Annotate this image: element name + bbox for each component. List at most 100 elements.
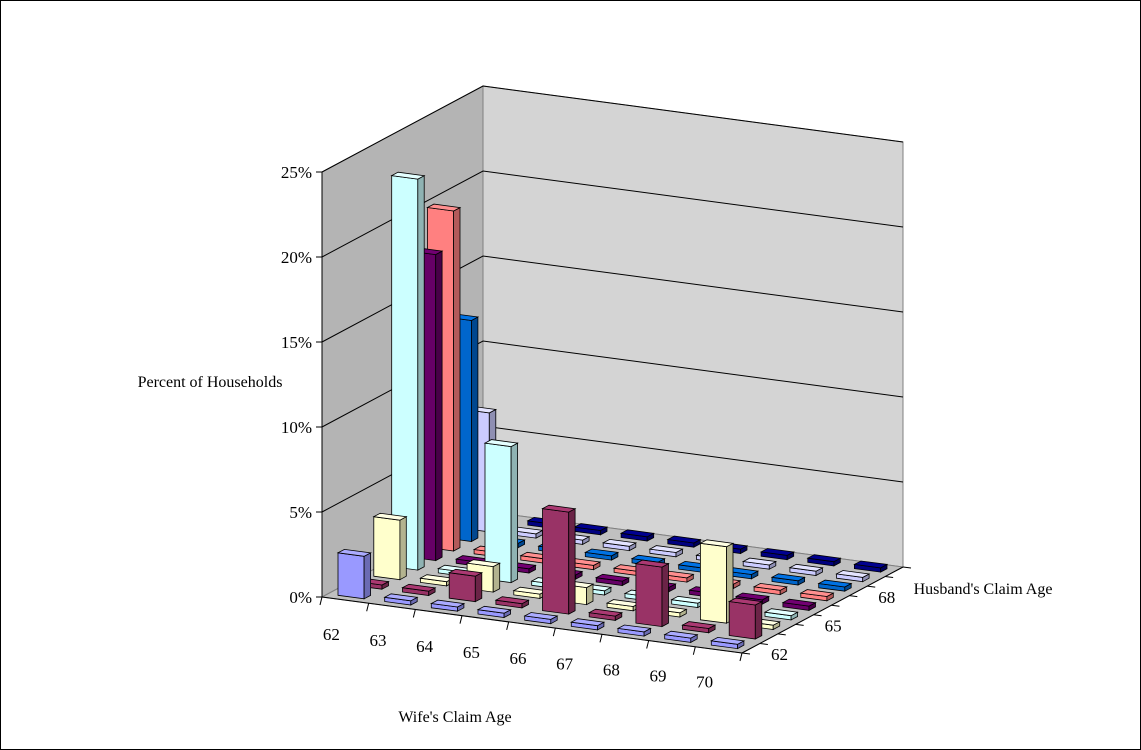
bar bbox=[681, 621, 717, 634]
bar bbox=[709, 636, 746, 650]
z-tick bbox=[902, 566, 912, 569]
bar-top bbox=[681, 621, 717, 629]
bar-top bbox=[426, 203, 462, 212]
bar bbox=[336, 548, 372, 600]
x-tick bbox=[366, 603, 370, 612]
x-tick bbox=[319, 596, 323, 606]
bars bbox=[336, 171, 889, 650]
bar-front bbox=[373, 516, 401, 581]
x-tick bbox=[459, 615, 463, 624]
bar-side bbox=[399, 516, 407, 581]
x-axis-line bbox=[321, 596, 743, 654]
z-tick bbox=[831, 604, 840, 607]
bar-top bbox=[476, 605, 512, 614]
gridline bbox=[321, 170, 904, 258]
bar-side bbox=[471, 316, 479, 543]
axes bbox=[316, 171, 912, 662]
bar-front bbox=[337, 552, 365, 600]
bar-top bbox=[727, 597, 764, 606]
bar-top bbox=[573, 523, 609, 531]
z-tick bbox=[777, 633, 786, 636]
bar bbox=[788, 563, 824, 577]
z-tick-label: 68 bbox=[878, 588, 895, 607]
bar-side bbox=[661, 562, 669, 628]
z-axis-line bbox=[741, 566, 904, 654]
bar-top bbox=[619, 529, 655, 538]
bar bbox=[634, 559, 670, 628]
z-tick bbox=[849, 595, 858, 598]
x-tick-label: 69 bbox=[650, 667, 667, 686]
z-tick bbox=[741, 652, 751, 655]
bar-top bbox=[429, 599, 466, 608]
x-tick-label: 62 bbox=[323, 625, 340, 644]
bar-top bbox=[666, 535, 702, 544]
bar bbox=[799, 589, 835, 602]
x-tick-label: 70 bbox=[696, 672, 713, 691]
bar bbox=[741, 557, 778, 570]
bar-front bbox=[635, 563, 663, 628]
bar-top bbox=[699, 539, 735, 548]
bar bbox=[583, 548, 620, 561]
bar-top bbox=[806, 554, 842, 563]
bar-top bbox=[583, 548, 620, 557]
x-tick bbox=[692, 646, 696, 655]
bar bbox=[390, 171, 426, 571]
bar-front bbox=[728, 601, 756, 640]
bar-top bbox=[594, 573, 631, 582]
bar bbox=[648, 545, 684, 558]
bar-top bbox=[734, 592, 771, 601]
bar bbox=[727, 597, 764, 640]
bar bbox=[752, 582, 789, 596]
bar bbox=[476, 605, 512, 619]
bar-top bbox=[817, 579, 853, 588]
bar-top bbox=[788, 563, 824, 572]
x-tick-label: 63 bbox=[370, 631, 387, 650]
bar bbox=[601, 538, 638, 552]
bar-top bbox=[587, 608, 624, 617]
bar-top bbox=[601, 538, 638, 547]
x-tick bbox=[552, 627, 556, 637]
bar bbox=[699, 539, 735, 624]
bar-top bbox=[465, 559, 502, 568]
bar-side bbox=[510, 442, 518, 584]
bar bbox=[594, 573, 631, 587]
bar-top bbox=[835, 570, 871, 578]
bar bbox=[666, 535, 702, 548]
x-tick-label: 65 bbox=[463, 643, 480, 662]
bar-top bbox=[447, 568, 484, 577]
bar-top bbox=[523, 612, 559, 620]
z-axis-title: Husband's Claim Age bbox=[914, 581, 1053, 598]
z-tick bbox=[795, 623, 804, 626]
labels: 0% 5% 10% 15% 20% 25% 62 63 64 65 66 67 68 69 70 62 65 68 bbox=[281, 163, 895, 691]
z-tick bbox=[813, 614, 822, 617]
bar bbox=[429, 599, 466, 612]
bar bbox=[447, 568, 484, 603]
bar-top bbox=[648, 545, 684, 553]
bar-top bbox=[401, 583, 437, 592]
x-tick-label: 64 bbox=[416, 637, 434, 656]
x-tick-label: 66 bbox=[510, 649, 527, 668]
bar-top bbox=[494, 596, 530, 605]
bar bbox=[759, 548, 796, 561]
y-tick-label: 10% bbox=[281, 418, 312, 437]
bar-top bbox=[634, 559, 670, 568]
bar-side bbox=[492, 562, 501, 593]
bar-top bbox=[570, 618, 606, 627]
bar bbox=[806, 554, 842, 567]
bar bbox=[835, 570, 871, 583]
bar-top bbox=[781, 598, 817, 607]
bar-top bbox=[372, 512, 408, 521]
bar bbox=[817, 579, 853, 592]
x-tick bbox=[599, 634, 603, 643]
bar-top bbox=[541, 504, 577, 513]
x-tick bbox=[739, 652, 743, 662]
bar-top bbox=[741, 557, 778, 566]
x-axis-title: Wife's Claim Age bbox=[398, 709, 511, 726]
bar bbox=[541, 504, 577, 615]
bar bbox=[781, 598, 817, 612]
y-tick-label: 0% bbox=[289, 588, 312, 607]
bar bbox=[587, 608, 624, 622]
y-tick-label: 15% bbox=[281, 333, 312, 352]
bar bbox=[494, 596, 530, 609]
